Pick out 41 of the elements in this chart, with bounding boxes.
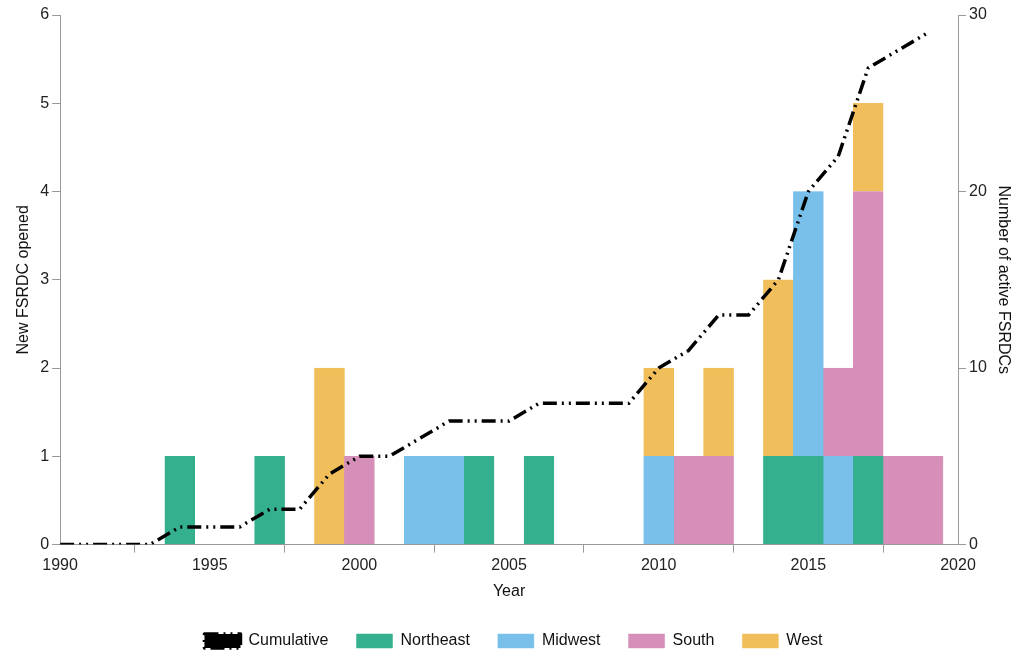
y-tick-label: 3: [40, 270, 50, 288]
y-tick-label: 2: [40, 358, 50, 376]
legend-label: West: [786, 631, 824, 649]
x-tick-label: 2015: [790, 555, 827, 573]
y2-tick-label: 0: [969, 535, 978, 553]
legend-label: Midwest: [541, 631, 602, 649]
bar: [643, 456, 674, 545]
y-tick-label: 4: [40, 181, 50, 199]
bar: [643, 367, 674, 457]
x-tick-label: 1990: [42, 555, 78, 573]
bar: [314, 367, 345, 545]
legend-label: Northeast: [400, 631, 471, 649]
bar: [523, 456, 555, 545]
y-tick-label: 5: [40, 93, 50, 111]
y-tick-label: 6: [40, 5, 50, 23]
line-series: [60, 30, 930, 545]
bar: [463, 456, 495, 545]
bar: [254, 456, 285, 545]
bar: [793, 191, 824, 457]
legend-label: Cumulative: [248, 631, 329, 649]
x-tick-label: 2000: [341, 555, 378, 573]
bar: [344, 456, 375, 545]
legend-label: South: [672, 631, 715, 649]
x-tick-label: 2010: [640, 555, 677, 573]
x-tick-label: 2005: [491, 555, 527, 573]
y-tick-label: 1: [40, 446, 50, 464]
x-tick-label: 1995: [191, 555, 228, 573]
bar: [703, 367, 734, 457]
y-axis-title: New FSRDC opened: [14, 205, 32, 355]
bar: [822, 456, 854, 545]
x-axis-title: Year: [492, 581, 526, 599]
y2-tick-label: 20: [969, 181, 987, 199]
bar: [852, 456, 884, 545]
y2-tick-label: 10: [969, 358, 987, 376]
bar: [852, 102, 884, 192]
bar: [763, 279, 794, 457]
bar: [164, 456, 196, 545]
x-tick-label: 2020: [940, 555, 976, 573]
y-tick-label: 0: [40, 535, 50, 553]
y2-tick-label: 30: [969, 5, 987, 23]
y2-axis-title: Number of active FSRDCs: [995, 185, 1013, 375]
